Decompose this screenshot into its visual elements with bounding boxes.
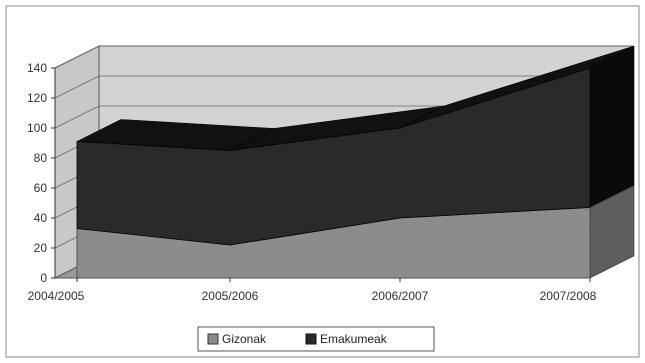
legend-swatch-emakumeak [305,333,317,345]
legend-label-emakumeak: Emakumeak [320,332,388,346]
legend-label-gizonak: Gizonak [222,332,267,346]
y-tick-label-100: 100 [27,121,47,135]
x-tick-label-3: 2007/2008 [540,289,597,303]
x-tick-label-2: 2006/2007 [372,289,429,303]
legend-swatch-gizonak [207,333,219,345]
y-tick-label-80: 80 [34,151,48,165]
emakumeak-area [76,67,591,246]
y-tick-label-20: 20 [34,241,48,255]
emakumeak-end-face [589,45,635,208]
gridline-140 [54,45,632,69]
y-tick-label-0: 0 [40,271,47,285]
y-tick-label-140: 140 [27,61,47,75]
y-axis-ticks: 0 20 40 60 80 100 120 140 [27,61,56,285]
area-series [75,45,635,279]
x-axis-ticks: 2004/2005 2005/2006 2006/2007 2007/2008 [28,278,597,303]
y-tick-label-40: 40 [34,211,48,225]
y-tick-label-60: 60 [34,181,48,195]
gridline-120 [54,75,632,99]
x-tick-label-0: 2004/2005 [28,289,85,303]
y-tick-label-120: 120 [27,91,47,105]
x-tick-label-1: 2005/2006 [202,289,259,303]
legend: Gizonak Emakumeak [197,326,435,352]
